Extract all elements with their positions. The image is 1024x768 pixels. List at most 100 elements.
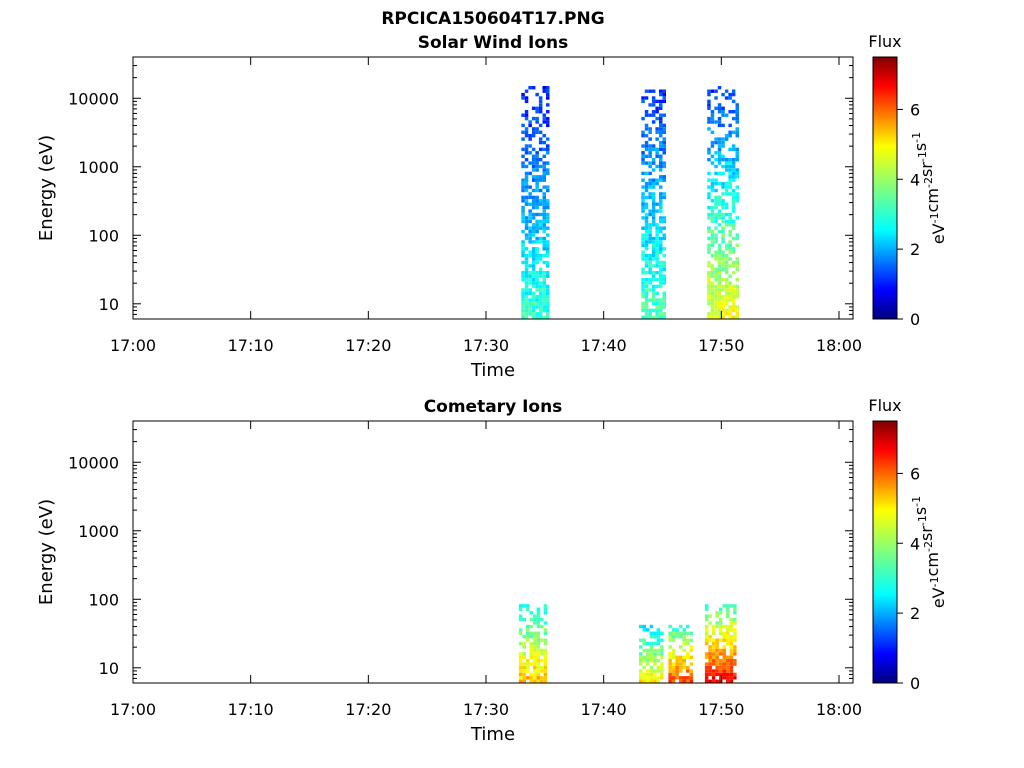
- spectrogram-cell: [525, 114, 529, 117]
- spectrogram-cell: [544, 604, 548, 607]
- spectrogram-cell: [532, 257, 536, 260]
- spectrogram-cell: [543, 117, 547, 120]
- spectrogram-cell: [641, 185, 645, 188]
- spectrogram-cell: [708, 680, 712, 683]
- spectrogram-cell: [732, 271, 736, 274]
- spectrogram-cell: [523, 666, 527, 669]
- spectrogram-cell: [537, 642, 541, 645]
- spectrogram-cell: [725, 268, 729, 271]
- spectrogram-cell: [652, 275, 656, 278]
- spectrogram-cell: [655, 305, 659, 308]
- spectrogram-cell: [655, 223, 659, 226]
- spectrogram-cell: [525, 185, 529, 188]
- spectrogram-cell: [643, 676, 647, 679]
- spectrogram-cell: [525, 189, 529, 192]
- spectrogram-cell: [525, 182, 529, 185]
- spectrogram-cell: [650, 656, 654, 659]
- spectrogram-cell: [719, 662, 723, 665]
- spectrogram-cell: [652, 247, 656, 250]
- spectrogram-cell: [675, 628, 679, 631]
- spectrogram-cell: [652, 288, 656, 291]
- spectrogram-cell: [663, 192, 667, 195]
- spectrogram-cell: [679, 659, 683, 662]
- spectrogram-cell: [535, 110, 539, 113]
- spectrogram-cell: [525, 264, 529, 267]
- spectrogram-cell: [711, 114, 715, 117]
- spectrogram-cell: [663, 268, 667, 271]
- spectrogram-cell: [655, 127, 659, 130]
- spectrogram-cell: [659, 90, 663, 93]
- spectrogram-cell: [728, 168, 732, 171]
- spectrogram-cell: [521, 261, 525, 264]
- spectrogram-cell: [732, 247, 736, 250]
- spectrogram-cell: [525, 196, 529, 199]
- spectrogram-cell: [655, 227, 659, 230]
- spectrogram-cell: [660, 666, 664, 669]
- spectrogram-cell: [728, 182, 732, 185]
- spectrogram-cell: [521, 196, 525, 199]
- spectrogram-cell: [532, 305, 536, 308]
- spectrogram-cell: [660, 656, 664, 659]
- spectrogram-cell: [719, 618, 723, 621]
- spectrogram-cell: [535, 247, 539, 250]
- spectrogram-cell: [653, 680, 657, 683]
- spectrogram-cell: [728, 175, 732, 178]
- spectrogram-cell: [532, 251, 536, 254]
- colorbar-title: Flux: [868, 32, 901, 51]
- spectrogram-cell: [660, 639, 664, 642]
- spectrogram-cell: [668, 652, 672, 655]
- cometary-x-axis: 17:00 17:10 17:20 17:30 17:40 17:50 18:00: [110, 421, 862, 719]
- spectrogram-cell: [725, 264, 729, 267]
- spectrogram-cell: [728, 257, 732, 260]
- spectrogram-cell: [521, 179, 525, 182]
- spectrogram-cell: [718, 182, 722, 185]
- spectrogram-cell: [533, 659, 537, 662]
- spectrogram-cell: [539, 237, 543, 240]
- spectrogram-cell: [525, 285, 529, 288]
- spectrogram-cell: [728, 309, 732, 312]
- spectrogram-cell: [543, 168, 547, 171]
- spectrogram-cell: [659, 192, 663, 195]
- spectrogram-cell: [732, 131, 736, 134]
- spectrogram-cell: [532, 161, 536, 164]
- spectrogram-cell: [533, 632, 537, 635]
- spectrogram-cell: [641, 158, 645, 161]
- spectrogram-cell: [711, 216, 715, 219]
- spectrogram-cell: [535, 168, 539, 171]
- spectrogram-cell: [707, 103, 711, 106]
- spectrogram-cell: [525, 247, 529, 250]
- spectrogram-cell: [546, 240, 550, 243]
- cometary-ylabel: Energy (eV): [36, 499, 57, 605]
- spectrogram-cell: [711, 189, 715, 192]
- spectrogram-cell: [718, 137, 722, 140]
- spectrogram-cell: [721, 240, 725, 243]
- spectrogram-cell: [659, 161, 663, 164]
- spectrogram-cell: [719, 676, 723, 679]
- spectrogram-cell: [528, 298, 532, 301]
- spectrogram-cell: [712, 645, 716, 648]
- spectrogram-cell: [714, 240, 718, 243]
- spectrogram-cell: [521, 185, 525, 188]
- spectrogram-cell: [714, 268, 718, 271]
- spectrogram-cell: [721, 257, 725, 260]
- spectrogram-cell: [537, 676, 541, 679]
- spectrogram-cell: [523, 635, 527, 638]
- spectrogram-cell: [718, 244, 722, 247]
- spectrogram-cell: [546, 203, 550, 206]
- spectrogram-cell: [659, 264, 663, 267]
- spectrogram-cell: [641, 199, 645, 202]
- spectrogram-cell: [652, 244, 656, 247]
- spectrogram-cell: [652, 316, 656, 319]
- spectrogram-cell: [537, 639, 541, 642]
- spectrogram-cell: [537, 680, 541, 683]
- spectrogram-cell: [732, 288, 736, 291]
- spectrogram-cell: [672, 673, 676, 676]
- spectrogram-cell: [726, 656, 730, 659]
- spectrogram-cell: [546, 148, 550, 151]
- spectrogram-cell: [532, 86, 536, 89]
- spectrogram-cell: [663, 302, 667, 305]
- spectrogram-cell: [648, 264, 652, 267]
- spectrogram-cell: [659, 114, 663, 117]
- spectrogram-cell: [728, 179, 732, 182]
- spectrogram-cell: [714, 107, 718, 110]
